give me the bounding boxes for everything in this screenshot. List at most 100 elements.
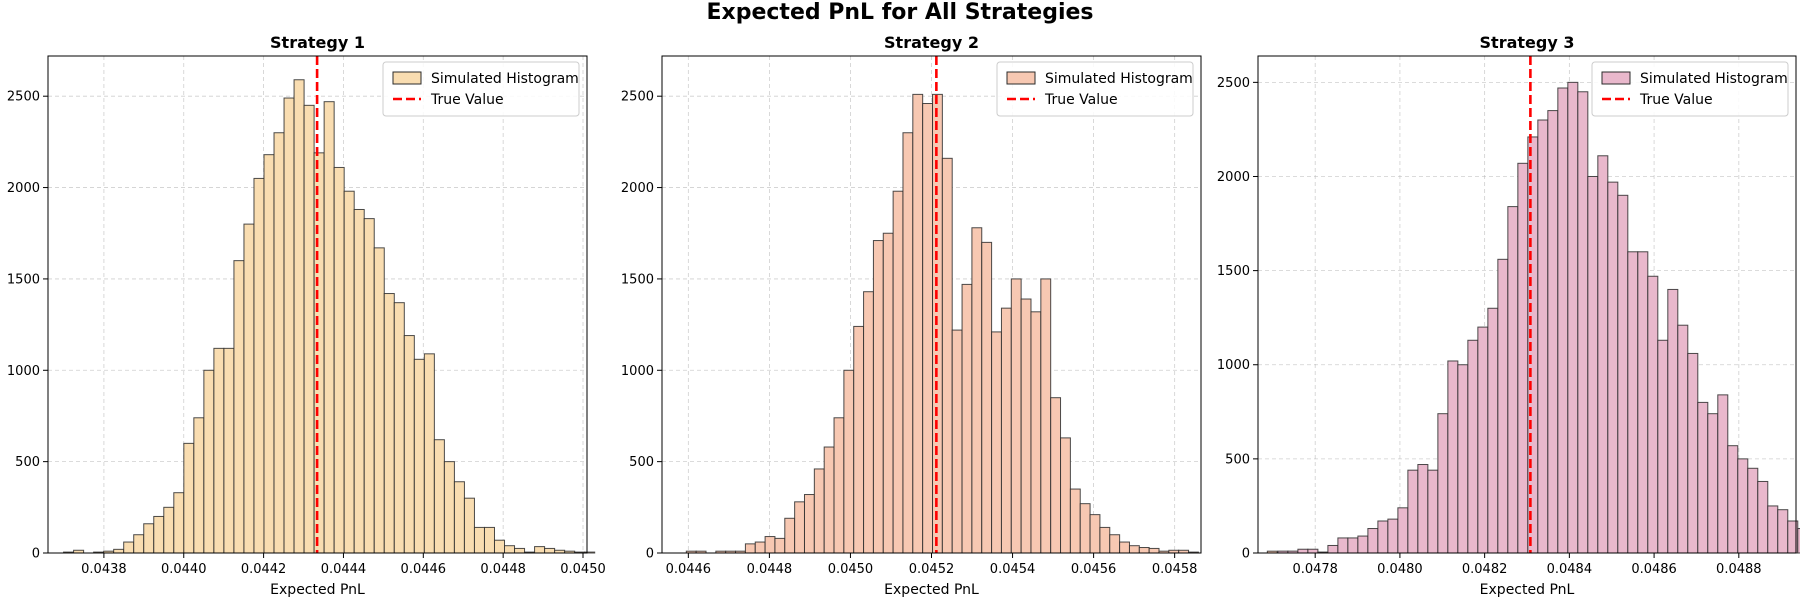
histogram-bar [853, 325, 865, 554]
histogram-bar [941, 157, 953, 554]
histogram-bar [293, 79, 305, 554]
histogram-bar [1747, 467, 1759, 554]
histogram-bar [153, 515, 165, 554]
histogram-bar [233, 260, 245, 554]
y-tick-label: 2500 [1217, 76, 1250, 91]
histogram-bar [343, 190, 355, 554]
histogram-bar [1477, 326, 1489, 554]
histogram-bar [1607, 181, 1619, 554]
histogram-bar [823, 446, 835, 554]
histogram-bar [1407, 469, 1419, 554]
histogram-bar [1060, 437, 1071, 554]
histogram-bar [1000, 307, 1012, 554]
y-tick-label: 1000 [7, 364, 40, 379]
histogram-bar [463, 497, 475, 554]
histogram-bar [1347, 537, 1359, 554]
histogram-bar [1677, 324, 1689, 554]
legend-box [382, 61, 580, 117]
histogram-bar [493, 539, 506, 554]
legend: Simulated Histogram True Value [382, 61, 580, 117]
histogram-bar [413, 358, 425, 554]
histogram-bar [263, 154, 275, 554]
histogram-bar [1597, 155, 1609, 554]
legend-swatch-histogram [392, 71, 422, 85]
histogram-bar [383, 293, 395, 554]
x-tick-label: 0.0478 [1292, 562, 1338, 577]
y-tick-label: 2000 [621, 181, 654, 196]
histogram-bar [1020, 298, 1032, 554]
histogram-bar [1727, 445, 1739, 554]
legend-label-true-value: True Value [1044, 92, 1118, 108]
histogram-bar [303, 104, 315, 554]
axes-frame [1257, 55, 1797, 554]
histogram-bar [403, 335, 415, 554]
histogram-bar [784, 517, 796, 554]
x-axis-label: Expected PnL [884, 582, 979, 598]
histogram-bars [1277, 81, 1800, 554]
histogram-bar [912, 93, 924, 554]
histogram-bar [1327, 544, 1339, 554]
histogram-bar [902, 132, 914, 554]
histogram-bar [514, 547, 526, 554]
y-tick-label: 500 [1225, 452, 1250, 467]
histogram-bar [193, 417, 205, 554]
y-tick-label: 2500 [7, 90, 40, 105]
histogram-bar [843, 369, 855, 554]
histogram-bar [433, 439, 445, 554]
histogram-bar [173, 492, 185, 554]
legend: Simulated Histogram True Value [1591, 61, 1789, 117]
y-tick-label: 1000 [621, 364, 654, 379]
histogram-bar [1487, 307, 1499, 554]
histogram-bar [1109, 534, 1121, 554]
chart-panel-3: 0.0478 0.0480 0.0482 0.0484 0.0486 0.0488 0 500… [1217, 33, 1800, 598]
histogram-bar [754, 541, 766, 554]
histogram-bar [363, 218, 375, 554]
legend-swatch-histogram [1006, 71, 1036, 85]
histogram-bar [774, 537, 786, 554]
x-tick-label: 0.0452 [909, 562, 955, 577]
x-axis-label: Expected PnL [270, 582, 365, 598]
histogram-bar [453, 481, 465, 554]
histogram-bar [1467, 339, 1479, 554]
histogram-bar [1547, 110, 1559, 554]
histogram-bar [1297, 548, 1309, 554]
histogram-bar [1417, 464, 1429, 554]
histogram-bar [1030, 311, 1042, 554]
histogram-bar [253, 177, 265, 554]
histogram-bar [1377, 520, 1389, 554]
histogram-bar [323, 101, 335, 554]
chart-title: Strategy 2 [884, 33, 979, 52]
y-tick-label: 1500 [621, 272, 654, 287]
histogram-bar [991, 331, 1002, 554]
y-tick-label: 0 [1242, 547, 1250, 562]
histogram-bar [1717, 394, 1729, 554]
histogram-bar [273, 132, 285, 554]
histogram-bar [1050, 397, 1062, 554]
histogram-bar [1637, 251, 1649, 554]
histogram-bar [833, 417, 845, 554]
y-tick-label: 500 [15, 455, 40, 470]
histogram-bar [113, 548, 125, 554]
y-tick-label: 0 [646, 547, 654, 562]
x-tick-label: 0.0488 [1716, 562, 1762, 577]
histogram-bar [1079, 503, 1091, 554]
histogram-bar [223, 347, 235, 554]
histogram-bar [1797, 528, 1800, 554]
histogram-bar [764, 536, 776, 554]
histogram-bar [1387, 518, 1399, 554]
x-tick-label: 0.0482 [1462, 562, 1508, 577]
y-tick-label: 2000 [1217, 170, 1250, 185]
histogram-bar [1627, 251, 1639, 554]
legend-label-true-value: True Value [1639, 92, 1713, 108]
y-tick-label: 0 [32, 547, 40, 562]
histogram-bars [685, 93, 1278, 554]
histogram-bar [1447, 360, 1459, 554]
histogram-bar [951, 329, 963, 554]
legend-label-true-value: True Value [430, 92, 504, 108]
histogram-bar [1307, 548, 1319, 554]
x-tick-label: 0.0438 [81, 562, 127, 577]
histogram-bar [203, 369, 215, 554]
histogram-bars [63, 79, 596, 554]
legend-box [1591, 61, 1789, 117]
